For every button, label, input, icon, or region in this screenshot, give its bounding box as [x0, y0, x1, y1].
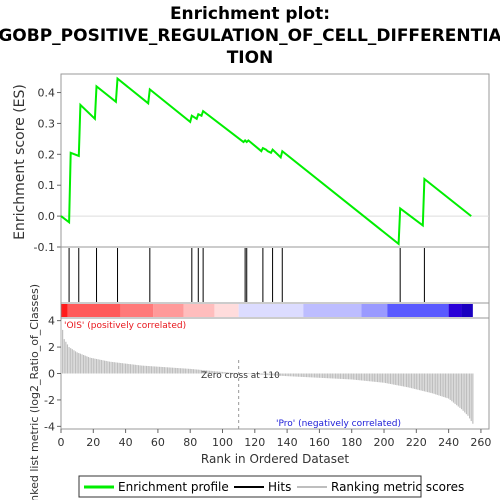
heat-bar-segment: [62, 304, 68, 317]
heat-bar-segment: [461, 304, 473, 317]
metric-y-axis-label: Ranked list metric (log2_Ratio_of_Classe…: [28, 284, 41, 500]
legend-label: Ranking metric scores: [331, 480, 464, 494]
heat-bar-segment: [303, 304, 362, 317]
heat-bar-segment: [183, 304, 215, 317]
x-tick-label: 20: [86, 436, 100, 449]
es-y-tick-label: 0.0: [38, 210, 56, 223]
es-y-tick-label: 0.3: [38, 117, 56, 130]
x-tick-label: 220: [406, 436, 427, 449]
heat-bar-segment: [387, 304, 449, 317]
x-tick-label: 140: [277, 436, 298, 449]
x-tick-label: 200: [374, 436, 395, 449]
negative-correlation-label: 'Pro' (negatively correlated): [276, 419, 401, 429]
x-tick-label: 160: [309, 436, 330, 449]
heat-bar-segment: [448, 304, 462, 317]
heat-bar-segment: [61, 304, 63, 317]
x-axis-label: Rank in Ordered Dataset: [201, 452, 349, 466]
metric-y-tick-label: -2: [44, 394, 55, 407]
x-tick-label: 100: [212, 436, 233, 449]
x-tick-label: 80: [183, 436, 197, 449]
heat-bar-segment: [67, 304, 121, 317]
legend-label: Hits: [268, 480, 291, 494]
x-tick-label: 0: [58, 436, 65, 449]
x-tick-label: 120: [244, 436, 265, 449]
legend-label: Enrichment profile: [118, 480, 229, 494]
es-y-axis: -0.1 0.0 0.1 0.2 0.3 0.4: [34, 87, 61, 254]
hits-panel-frame: [60, 246, 490, 304]
chart-title-line-1: Enrichment plot:: [170, 4, 330, 24]
heat-bar-segment: [153, 304, 184, 317]
chart-title-line-2: GOBP_POSITIVE_REGULATION_OF_CELL_DIFFERE…: [0, 26, 500, 46]
ranking-metric-bars: [60, 320, 474, 424]
metric-y-tick-label: 2: [48, 341, 55, 354]
chart-title-line-3: TION: [227, 48, 274, 68]
positive-correlation-label: 'OIS' (positively correlated): [64, 321, 186, 331]
es-y-tick-label: 0.2: [38, 148, 56, 161]
hits-markers: [68, 248, 425, 302]
es-y-axis-label: Enrichment score (ES): [12, 84, 28, 240]
heat-bar-segment: [120, 304, 154, 317]
es-y-tick-label: 0.4: [38, 87, 56, 100]
metric-y-tick-label: -4: [44, 420, 55, 433]
enrichment-profile-line: [60, 76, 472, 246]
es-y-tick-label: 0.1: [38, 179, 56, 192]
es-panel-frame: [60, 73, 490, 248]
heat-bar-segment: [238, 304, 304, 317]
x-tick-label: 260: [470, 436, 491, 449]
x-tick-label: 180: [341, 436, 362, 449]
ranking-heat-bar: [61, 304, 473, 317]
x-axis: 0 20 40 60 80 100 120 140 160 180 200 220 240 260: [58, 429, 491, 449]
zero-cross-label: Zero cross at 110: [201, 371, 280, 381]
x-tick-label: 240: [438, 436, 459, 449]
es-y-tick-label: -0.1: [34, 241, 55, 254]
metric-y-tick-label: 4: [48, 315, 55, 328]
legend: Enrichment profile Hits Ranking metric sco…: [84, 480, 464, 494]
x-tick-label: 60: [151, 436, 165, 449]
x-tick-label: 40: [119, 436, 133, 449]
metric-y-axis: -4 -2 0 2 4: [44, 315, 61, 433]
heat-bar-segment: [361, 304, 388, 317]
heat-bar-segment: [214, 304, 239, 317]
metric-y-tick-label: 0: [48, 368, 55, 381]
